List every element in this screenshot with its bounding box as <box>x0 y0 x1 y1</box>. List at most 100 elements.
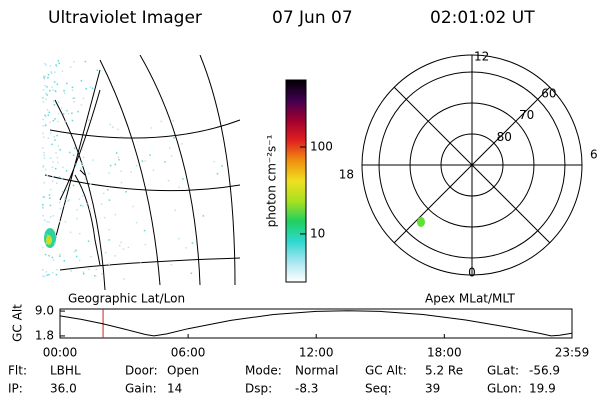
speckle <box>182 178 184 180</box>
polar-label: Apex MLat/MLT <box>425 292 515 306</box>
speckle <box>115 152 118 154</box>
field-label: Flt: <box>8 364 27 378</box>
speckle <box>49 65 52 67</box>
speckle <box>51 86 53 88</box>
speckle <box>72 154 75 156</box>
speckle <box>43 196 46 198</box>
speckle <box>72 184 75 187</box>
speckle <box>78 259 81 262</box>
speckle <box>202 215 205 217</box>
speckle <box>108 239 110 241</box>
speckle <box>54 139 56 141</box>
speckle <box>141 160 144 162</box>
speckle <box>49 89 51 92</box>
map-grid <box>54 99 106 290</box>
field-value: 5.2 Re <box>425 364 463 378</box>
speckle <box>106 189 109 191</box>
speckle <box>47 76 49 79</box>
speckle <box>44 62 46 65</box>
x-tick-label: 12:00 <box>299 346 334 360</box>
speckle <box>82 156 85 159</box>
speckle <box>67 112 70 115</box>
speckle <box>102 192 105 195</box>
speckle <box>47 74 50 76</box>
speckle <box>63 89 65 92</box>
speckle <box>47 137 50 139</box>
speckle <box>45 98 47 101</box>
speckle <box>91 87 94 90</box>
speckle <box>117 156 120 159</box>
speckle <box>56 269 58 271</box>
speckle <box>50 216 52 218</box>
speckle <box>43 219 46 221</box>
speckle <box>89 208 91 210</box>
speckle <box>150 127 153 129</box>
speckle <box>75 255 78 258</box>
speckle <box>65 110 68 112</box>
x-tick-label: 00:00 <box>43 346 78 360</box>
speckle <box>52 271 54 274</box>
speckle <box>42 100 45 103</box>
mlt-label: 18 <box>339 168 354 182</box>
speckle <box>43 152 45 154</box>
speckle <box>81 162 83 164</box>
field-label: GLat: <box>487 364 519 378</box>
colorbar-tick-label: 100 <box>310 140 333 154</box>
speckle <box>62 166 64 169</box>
speckle <box>46 94 48 96</box>
map-panel <box>44 55 241 290</box>
colorbar <box>285 79 307 283</box>
speckle <box>58 201 61 204</box>
speckle <box>104 251 107 254</box>
speckle <box>81 205 84 207</box>
map-grid <box>54 69 101 241</box>
speckle <box>73 101 76 103</box>
altitude-line <box>59 310 573 337</box>
speckle <box>59 207 62 210</box>
speckle <box>43 77 45 80</box>
speckle <box>43 181 46 184</box>
speckle <box>49 121 51 124</box>
speckle <box>108 263 110 265</box>
speckle <box>80 167 83 170</box>
speckle <box>63 260 66 262</box>
speckle <box>43 157 46 159</box>
speckle <box>45 64 47 66</box>
field-label: IP: <box>8 382 23 396</box>
speckle <box>160 120 163 123</box>
speckle <box>69 186 71 189</box>
speckle <box>81 148 83 151</box>
speckle <box>144 160 146 162</box>
speckle <box>109 123 111 126</box>
speckle <box>69 66 72 68</box>
speckle <box>144 243 147 246</box>
altitude-frame <box>59 308 573 339</box>
speckle <box>56 182 58 184</box>
speckle <box>69 231 72 234</box>
speckle <box>42 275 44 277</box>
speckle <box>120 241 122 244</box>
speckle <box>191 242 194 244</box>
speckle <box>44 75 46 78</box>
lat-label: 80 <box>497 130 512 144</box>
speckle <box>139 262 142 264</box>
speckle <box>73 61 75 63</box>
speckle <box>91 159 94 161</box>
speckle <box>54 71 56 73</box>
speckle <box>55 235 58 237</box>
speckle <box>63 92 66 94</box>
speckle <box>82 272 85 275</box>
speckle <box>88 119 90 121</box>
speckle <box>55 273 58 276</box>
speckle <box>42 206 44 208</box>
speckle <box>75 249 77 252</box>
speckle <box>69 151 71 154</box>
speckle <box>42 166 44 168</box>
speckle <box>52 160 54 163</box>
speckle <box>122 248 125 250</box>
field-value: LBHL <box>50 364 81 378</box>
mlt-label: 12 <box>474 50 489 64</box>
speckle <box>89 183 92 186</box>
speckle <box>143 229 146 232</box>
